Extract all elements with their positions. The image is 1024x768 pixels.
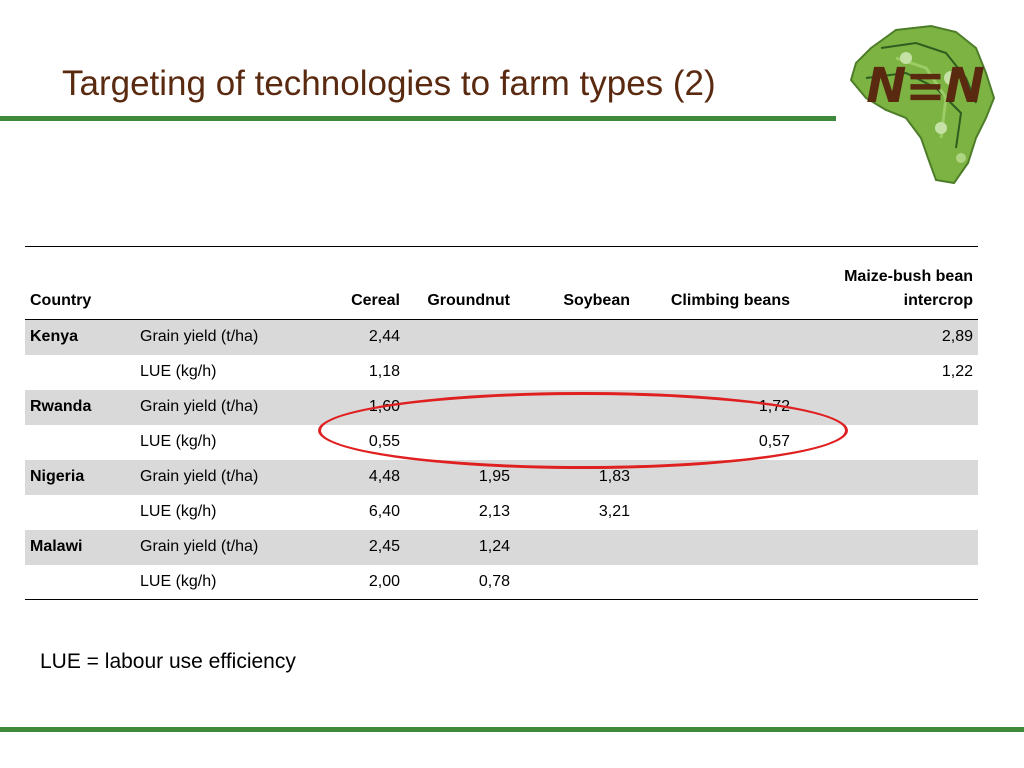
cell-climbing-beans: 0,57 — [758, 433, 790, 450]
cell-climbing-beans — [635, 355, 795, 390]
cell-measure: Grain yield (t/ha) — [140, 538, 259, 555]
cell-groundnut — [405, 390, 515, 425]
header-intercrop-line2: intercrop — [903, 292, 973, 309]
cell-soybean: 1,83 — [598, 468, 630, 485]
table-body: Kenya Grain yield (t/ha) 2,44 2,89 LUE (kg/h… — [25, 319, 978, 600]
cell-intercrop — [795, 565, 978, 600]
cell-soybean — [515, 320, 635, 355]
cell-climbing-beans — [635, 495, 795, 530]
slide-title: Targeting of technologies to farm types … — [62, 64, 716, 103]
cell-groundnut — [405, 320, 515, 355]
cell-groundnut: 0,78 — [478, 572, 510, 590]
cell-intercrop — [795, 460, 978, 495]
cell-groundnut — [405, 425, 515, 460]
cell-measure: Grain yield (t/ha) — [140, 468, 259, 485]
cell-country: Rwanda — [30, 398, 92, 415]
header-intercrop-line1: Maize-bush bean — [844, 268, 973, 285]
cell-cereal: 2,00 — [368, 572, 400, 590]
header-soybean: Soybean — [563, 292, 630, 309]
cell-country — [25, 495, 135, 530]
cell-soybean — [515, 530, 635, 565]
cell-intercrop — [795, 425, 978, 460]
cell-measure: LUE (kg/h) — [140, 433, 217, 450]
cell-country — [25, 355, 135, 390]
header-intercrop: Maize-bush bean intercrop — [795, 247, 978, 320]
cell-cereal: 2,44 — [368, 328, 400, 346]
header-country: Country — [30, 292, 92, 309]
footnote: LUE = labour use efficiency — [40, 650, 296, 673]
cell-country — [25, 565, 135, 600]
cell-measure: Grain yield (t/ha) — [140, 328, 259, 346]
cell-intercrop — [795, 530, 978, 565]
cell-soybean — [515, 425, 635, 460]
cell-groundnut: 1,24 — [478, 538, 510, 555]
cell-cereal: 1,18 — [368, 363, 400, 380]
cell-climbing-beans — [635, 565, 795, 600]
header-groundnut: Groundnut — [427, 292, 510, 309]
cell-cereal: 1,60 — [368, 398, 400, 415]
cell-cereal: 4,48 — [368, 468, 400, 485]
table-row: Kenya Grain yield (t/ha) 2,44 2,89 — [25, 319, 978, 355]
cell-climbing-beans: 1,72 — [758, 398, 790, 415]
table-row: LUE (kg/h) 1,18 1,22 — [25, 355, 978, 390]
cell-climbing-beans — [635, 320, 795, 355]
table-row: LUE (kg/h) 0,55 0,57 — [25, 425, 978, 460]
cell-soybean — [515, 565, 635, 600]
cell-country: Malawi — [30, 538, 83, 555]
cell-intercrop: 1,22 — [941, 363, 973, 380]
header-measure — [135, 247, 325, 320]
cell-measure: Grain yield (t/ha) — [140, 398, 259, 415]
cell-country: Kenya — [30, 328, 79, 346]
cell-cereal: 2,45 — [368, 538, 400, 555]
header-cereal: Cereal — [351, 292, 400, 309]
bottom-divider — [0, 727, 1024, 732]
cell-groundnut: 1,95 — [478, 468, 510, 485]
logo-text: N≡N — [866, 58, 985, 114]
table-row: Nigeria Grain yield (t/ha) 4,48 1,95 1,83 — [25, 459, 978, 495]
cell-country: Nigeria — [30, 468, 85, 485]
header-climbing-beans: Climbing beans — [670, 292, 790, 309]
yield-table: Country Cereal Groundnut Soybean Climbin… — [25, 246, 978, 600]
cell-measure: LUE (kg/h) — [140, 572, 217, 590]
cell-soybean: 3,21 — [598, 503, 630, 520]
cell-groundnut: 2,13 — [478, 503, 510, 520]
cell-soybean — [515, 355, 635, 390]
table-row: LUE (kg/h) 6,40 2,13 3,21 — [25, 495, 978, 530]
cell-climbing-beans — [635, 460, 795, 495]
cell-groundnut — [405, 355, 515, 390]
cell-intercrop — [795, 495, 978, 530]
table-header-row: Country Cereal Groundnut Soybean Climbin… — [25, 246, 978, 320]
cell-climbing-beans — [635, 530, 795, 565]
table-row: LUE (kg/h) 2,00 0,78 — [25, 565, 978, 600]
title-divider — [0, 116, 836, 121]
cell-measure: LUE (kg/h) — [140, 503, 217, 520]
table-row: Rwanda Grain yield (t/ha) 1,60 1,72 — [25, 389, 978, 425]
africa-map-logo-icon — [849, 24, 996, 185]
cell-soybean — [515, 390, 635, 425]
table-row: Malawi Grain yield (t/ha) 2,45 1,24 — [25, 529, 978, 565]
cell-cereal: 6,40 — [368, 503, 400, 520]
cell-country — [25, 425, 135, 460]
cell-intercrop: 2,89 — [941, 328, 973, 346]
cell-cereal: 0,55 — [368, 433, 400, 450]
cell-measure: LUE (kg/h) — [140, 363, 217, 380]
cell-intercrop — [795, 390, 978, 425]
